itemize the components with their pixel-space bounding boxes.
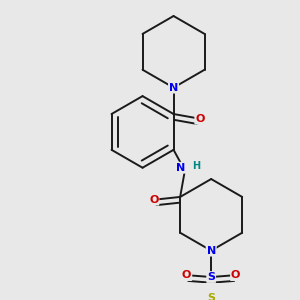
Text: N: N — [169, 82, 178, 93]
Text: N: N — [176, 163, 186, 173]
Text: O: O — [149, 195, 158, 205]
Text: O: O — [231, 270, 240, 280]
Text: S: S — [207, 272, 215, 282]
Text: O: O — [182, 270, 191, 280]
Text: S: S — [207, 293, 215, 300]
Text: O: O — [195, 114, 205, 124]
Text: N: N — [206, 246, 216, 256]
Text: H: H — [192, 161, 200, 171]
